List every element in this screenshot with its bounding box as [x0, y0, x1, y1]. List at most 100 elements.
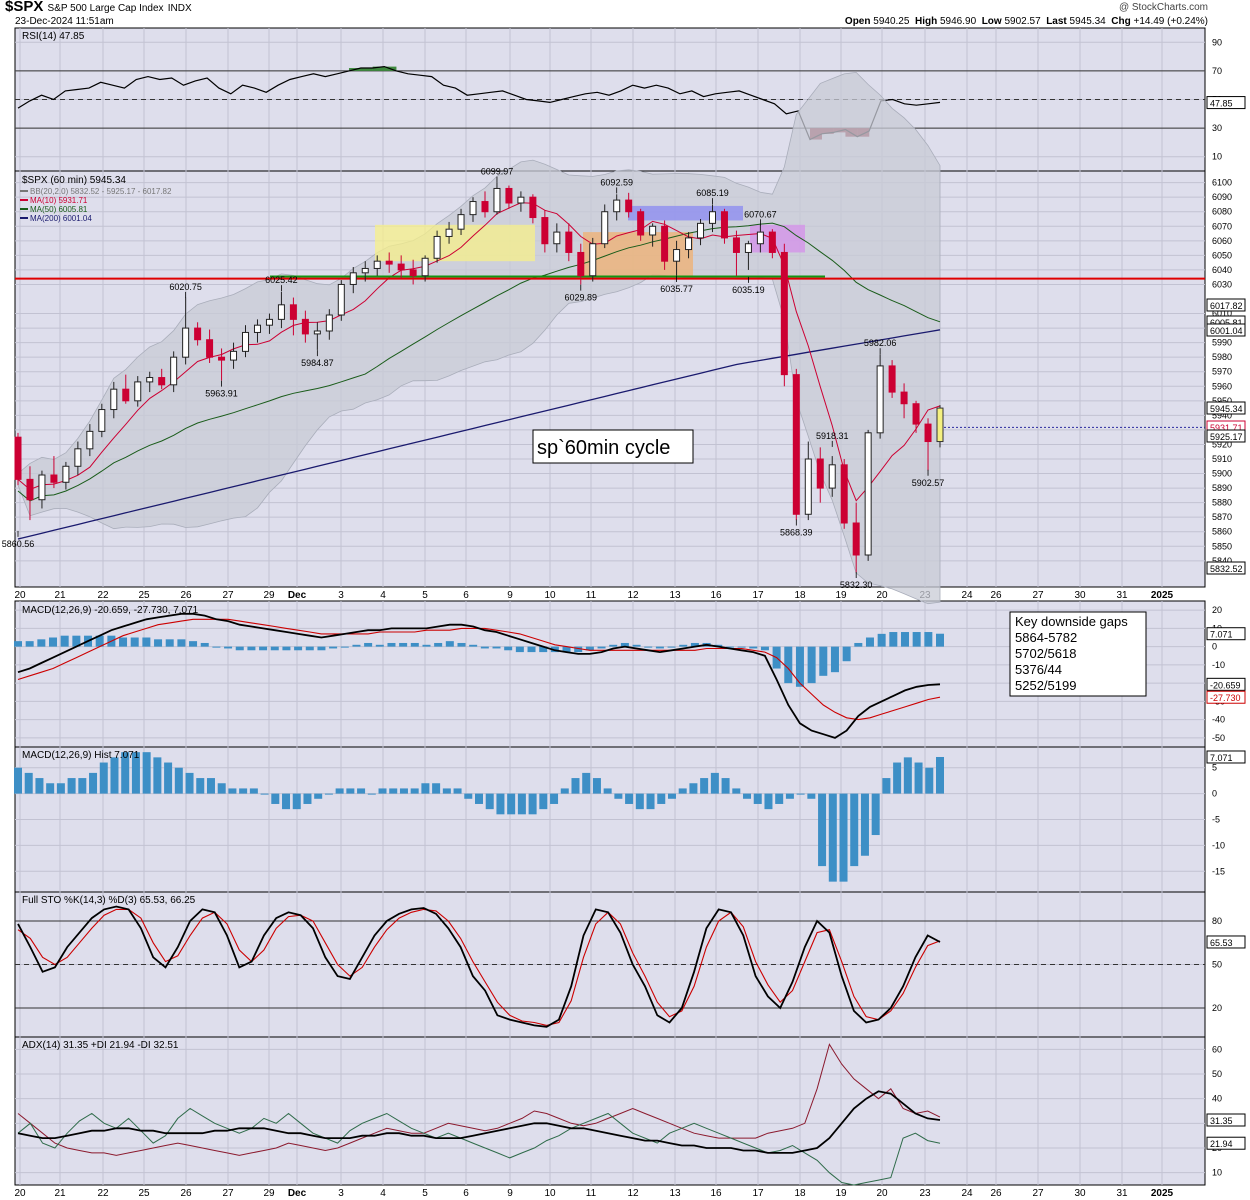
- price-annotation: 5918.31: [816, 431, 849, 441]
- macd-hist-bar: [760, 646, 769, 651]
- histogram-bar: [217, 783, 226, 794]
- value-tag-label: 5945.34: [1210, 404, 1243, 414]
- date-tick-label: 13: [669, 1188, 681, 1199]
- candle: [637, 211, 645, 236]
- macd-hist-bar: [539, 646, 548, 653]
- adx-line: [17, 1090, 941, 1154]
- y-tick-label: 6010: [1212, 309, 1232, 319]
- histogram-bar: [646, 793, 655, 810]
- candle: [864, 432, 872, 556]
- candle: [924, 423, 932, 443]
- candle: [768, 231, 776, 253]
- candle: [38, 474, 46, 501]
- macd-hist-bar: [679, 644, 688, 647]
- rsi-line: [17, 65, 941, 141]
- candle: [697, 222, 705, 239]
- histogram-bar: [764, 793, 773, 810]
- candle: [26, 478, 34, 501]
- date-tick-label: 18: [794, 590, 806, 601]
- histogram-bar: [142, 752, 151, 794]
- macd-hist-bar: [224, 646, 233, 649]
- histogram-bar: [35, 778, 44, 794]
- y-tick-label: 5970: [1212, 367, 1232, 377]
- value-tag-label: 6001.04: [1210, 326, 1243, 336]
- histogram-bar: [828, 793, 837, 882]
- candle: [385, 260, 393, 265]
- histogram-bar: [99, 762, 108, 794]
- date-tick-label: 27: [222, 590, 234, 601]
- value-tag: [1206, 935, 1246, 949]
- date-tick-label: 20: [14, 590, 26, 601]
- macd-hist-bar: [364, 642, 373, 647]
- macd-hist-bar: [212, 646, 221, 648]
- date-tick-label: 21: [54, 590, 66, 601]
- y-tick-label: 5860: [1212, 527, 1232, 537]
- date-tick-label: 12: [627, 1188, 639, 1199]
- y-tick-label: -5: [1212, 815, 1220, 825]
- macd-hist-bar: [142, 637, 151, 647]
- macd-hist-bar: [865, 637, 874, 647]
- candle: [625, 199, 633, 213]
- candle: [146, 377, 154, 383]
- macd-hist-bar: [410, 642, 419, 647]
- value-tag-label: 65.53: [1210, 938, 1233, 948]
- date-tick-label: 27: [222, 1188, 234, 1199]
- macd-hist-bar: [340, 646, 349, 648]
- price-annotation: 6025.42: [265, 275, 298, 285]
- candle: [409, 269, 417, 277]
- macd-hist-bar: [784, 646, 793, 684]
- ohlc-readout: Open 5940.25 High 5946.90 Low 5902.57 La…: [845, 16, 1208, 27]
- date-tick-label: 4: [380, 590, 386, 601]
- y-tick-label: 5840: [1212, 556, 1232, 566]
- histogram-bar: [131, 752, 140, 794]
- date-tick-label: 26: [990, 590, 1002, 601]
- price-title: $SPX (60 min) 5945.34: [22, 175, 126, 186]
- histogram-bar: [710, 772, 719, 794]
- histogram-bar: [421, 783, 430, 794]
- macd-hist-bar: [189, 641, 198, 647]
- date-tick-label: 5: [422, 590, 428, 601]
- histogram-bar: [882, 778, 891, 794]
- candle: [553, 231, 561, 245]
- candle: [98, 409, 106, 432]
- value-tag: [1206, 690, 1246, 704]
- date-tick-label: 27: [1032, 1188, 1044, 1199]
- macd-hist-bar: [60, 635, 69, 647]
- macd-hist-bar: [690, 642, 699, 647]
- histogram-bar: [700, 778, 709, 794]
- date-tick-label: 16: [710, 590, 722, 601]
- candle: [14, 436, 22, 480]
- macd-legend: MACD(12,26,9) -20.659, -27.730, 7.071: [22, 605, 199, 616]
- macd-hist-bar: [725, 646, 734, 648]
- candle: [601, 211, 609, 245]
- histogram-bar: [314, 793, 323, 799]
- histogram-bar: [485, 793, 494, 810]
- y-tick-label: -50: [1212, 733, 1225, 743]
- macd-hist-bar: [119, 637, 128, 647]
- macd-hist-bar: [95, 635, 104, 647]
- macd-line: [17, 612, 941, 739]
- y-tick-label: -40: [1212, 715, 1225, 725]
- histogram-bar: [689, 783, 698, 794]
- bollinger-band: [17, 71, 941, 605]
- chg-value: +14.49 (+0.24%): [1133, 16, 1209, 27]
- date-tick-label: 4: [380, 1188, 386, 1199]
- candle: [744, 243, 752, 253]
- histogram-bar: [185, 772, 194, 794]
- macd-hist-bar: [14, 641, 22, 647]
- histogram-bar: [743, 793, 752, 799]
- index-name: S&P 500 Large Cap Index: [47, 3, 164, 14]
- macd-hist-bar: [644, 646, 653, 648]
- histogram-bar: [410, 788, 419, 794]
- macd-hist-legend: MACD(12,26,9) Hist 7.071: [22, 750, 140, 761]
- macd-hist-bar: [37, 639, 46, 647]
- y-tick-label: 6070: [1212, 221, 1232, 231]
- minus-di-line: [17, 1043, 941, 1156]
- histogram-bar: [775, 793, 784, 804]
- watermark: @ StockCharts.com: [1118, 2, 1208, 13]
- histogram-bar: [635, 793, 644, 810]
- y-tick-label: 50: [1212, 1069, 1222, 1079]
- date-tick-label: 26: [180, 590, 192, 601]
- value-tag-label: -27.730: [1210, 693, 1241, 703]
- macd-hist-bar: [889, 632, 898, 647]
